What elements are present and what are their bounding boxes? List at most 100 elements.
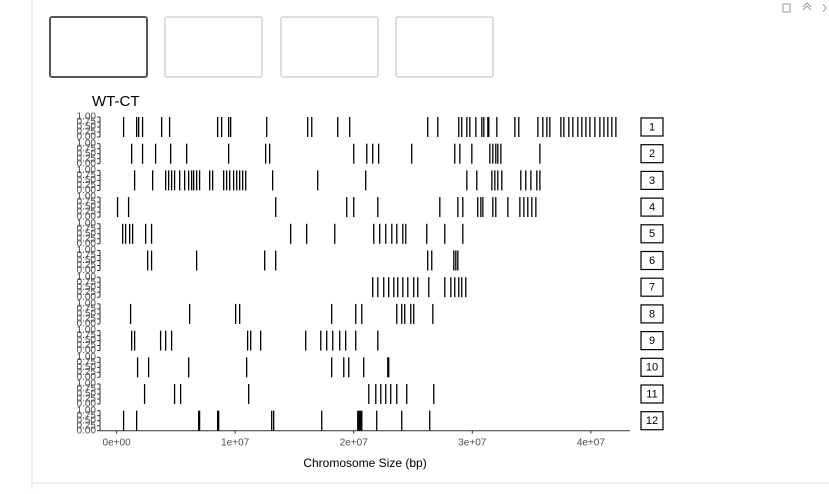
y-tick-label: 0.25 (77, 127, 97, 138)
y-tick-label: 0.50 (77, 335, 97, 346)
y-tick-label: 0.75 (77, 250, 97, 261)
y-tick-label: 0.00 (77, 372, 97, 383)
y-tick-label: 0.75 (77, 223, 97, 234)
y-tick-label: 1.00 (77, 112, 97, 123)
y-tick-label: 1.00 (77, 405, 97, 416)
x-tick-label: 3e+07 (458, 437, 487, 448)
y-tick-label: 0.75 (77, 410, 97, 421)
y-tick-label: 0.50 (77, 148, 97, 159)
y-tick-label: 0.25 (77, 180, 97, 191)
facet-strip (640, 331, 664, 351)
y-tick-label: 0.25 (77, 260, 97, 271)
facet-strip (640, 411, 664, 431)
y-tick-label: 0.25 (77, 420, 97, 431)
facet-strip (640, 224, 664, 244)
y-tick-label: 0.00 (77, 238, 97, 249)
y-tick-label: 0.50 (77, 122, 97, 133)
thumbnail[interactable] (395, 16, 494, 78)
facet-strip (640, 384, 664, 404)
y-tick-label: 0.00 (77, 185, 97, 196)
facet-strip (640, 250, 664, 271)
y-tick-label: 0.75 (77, 357, 97, 368)
y-tick-label: 0.00 (77, 212, 97, 223)
y-tick-label: 0.00 (77, 399, 97, 410)
facet-label: 2 (649, 148, 655, 160)
facet-label: 3 (649, 175, 655, 187)
facet-strip (640, 117, 664, 137)
facet-strip (640, 170, 664, 190)
y-tick-label: 0.25 (77, 153, 97, 164)
collapse-icon[interactable] (802, 2, 812, 11)
y-tick-label: 0.50 (77, 362, 97, 373)
y-tick-label: 1.00 (77, 272, 97, 283)
facet-label: 11 (646, 388, 657, 400)
y-tick-label: 0.50 (77, 282, 97, 293)
y-tick-label: 1.00 (77, 299, 97, 310)
x-tick-label: 0e+00 (103, 437, 132, 448)
facet-label: 7 (649, 282, 655, 294)
y-tick-label: 1.00 (77, 138, 97, 149)
facet-label: 9 (649, 335, 655, 347)
thumbnails (49, 16, 494, 78)
y-tick-label: 1.00 (77, 325, 97, 336)
facet-strip (640, 277, 664, 297)
y-tick-label: 0.50 (77, 202, 97, 213)
facet-label: 5 (649, 228, 655, 240)
y-tick-label: 0.00 (77, 158, 97, 169)
x-tick-label: 4e+07 (577, 437, 606, 448)
facet-label: 10 (646, 362, 658, 374)
y-tick-label: 0.25 (77, 233, 97, 244)
y-tick-label: 0.50 (77, 415, 97, 426)
y-tick-label: 0.50 (77, 175, 97, 186)
copy-icon[interactable] (782, 3, 791, 13)
y-tick-label: 0.00 (77, 292, 97, 303)
y-tick-label: 1.00 (77, 165, 97, 176)
y-tick-label: 0.25 (77, 314, 97, 325)
facet-strip (640, 197, 664, 217)
y-tick-label: 1.00 (77, 352, 97, 363)
y-tick-label: 0.75 (77, 277, 97, 288)
y-tick-label: 0.75 (77, 143, 97, 154)
y-tick-label: 0.75 (77, 304, 97, 315)
facet-strip (640, 144, 664, 164)
toolbar-icons (782, 2, 827, 13)
y-tick-label: 0.00 (77, 319, 97, 330)
thumbnail[interactable] (280, 16, 379, 78)
facet-label: 1 (649, 121, 655, 133)
y-tick-label: 1.00 (77, 192, 97, 203)
facet-strip (640, 357, 664, 377)
facet-label: 12 (646, 415, 658, 427)
facet-label: 4 (649, 202, 655, 214)
y-tick-label: 0.75 (77, 330, 97, 341)
x-tick-label: 1e+07 (221, 437, 250, 448)
y-tick-label: 0.25 (77, 367, 97, 378)
y-tick-label: 0.50 (77, 309, 97, 320)
y-tick-label: 1.00 (77, 218, 97, 229)
y-tick-label: 0.50 (77, 389, 97, 400)
facet-strip (640, 304, 664, 324)
y-tick-label: 0.75 (77, 384, 97, 395)
y-tick-label: 0.25 (77, 207, 97, 218)
y-tick-label: 1.00 (77, 379, 97, 390)
y-tick-label: 0.00 (77, 132, 97, 143)
y-tick-label: 0.00 (77, 345, 97, 356)
y-tick-label: 0.50 (77, 228, 97, 239)
y-tick-label: 0.75 (77, 117, 97, 128)
y-tick-label: 1.00 (77, 245, 97, 256)
facet-label: 6 (649, 255, 655, 267)
y-tick-label: 0.75 (77, 170, 97, 181)
y-tick-label: 0.00 (77, 265, 97, 276)
x-tick-label: 2e+07 (340, 437, 369, 448)
y-tick-label: 0.25 (77, 340, 97, 351)
y-tick-label: 0.75 (77, 197, 97, 208)
y-tick-label: 0.00 (77, 425, 97, 436)
facet-label: 8 (649, 308, 655, 320)
thumbnail[interactable] (164, 16, 263, 78)
y-tick-label: 0.50 (77, 255, 97, 266)
next-icon[interactable] (822, 3, 827, 13)
x-axis-label: Chromosome Size (bp) (303, 456, 426, 470)
thumbnail[interactable] (49, 16, 148, 78)
y-tick-label: 0.25 (77, 394, 97, 405)
